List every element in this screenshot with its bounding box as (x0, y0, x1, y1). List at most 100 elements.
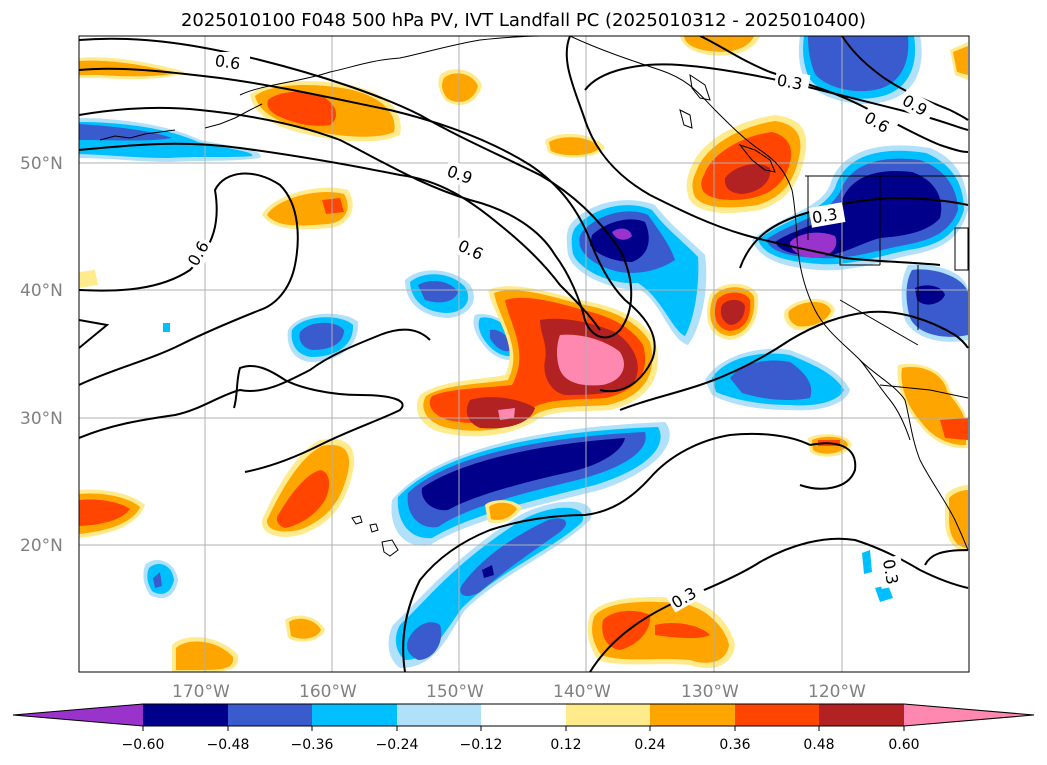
pos-52n-160w (267, 91, 337, 126)
border-state (839, 240, 880, 266)
contour-label: 0.3 (879, 558, 902, 586)
pos-central (557, 334, 624, 386)
pv-contour-line (619, 310, 969, 411)
pv-contour-line (233, 364, 404, 473)
neg-small (875, 585, 893, 602)
island-bc (689, 73, 711, 101)
colorbar-segment (312, 704, 397, 726)
colorbar-segment (143, 704, 228, 726)
pv-contour-line (79, 328, 431, 439)
lat-label: 40°N (20, 281, 63, 301)
pv-contour-line (79, 67, 656, 393)
neg-40n-150w (490, 329, 512, 352)
border-state (839, 299, 919, 346)
colorbar-segment (566, 704, 650, 726)
pv-contour-line (924, 549, 969, 566)
colorbar-tick: 0.48 (803, 737, 834, 753)
pos-15n-130w (602, 610, 651, 650)
pv-contour-line (79, 172, 299, 386)
pv-contour-line (79, 37, 633, 339)
pos-central (498, 408, 515, 420)
pos-small (489, 502, 517, 520)
colorbar-segment (650, 704, 735, 726)
colorbar-segment (397, 704, 481, 726)
colorbar-segment (13, 704, 143, 726)
neg-northeast (790, 232, 837, 258)
pv-contour-line (799, 442, 857, 490)
coastlines (99, 36, 969, 557)
neg-band-south (482, 565, 494, 578)
contour-label: 0.3 (775, 71, 803, 94)
coastline-baja (859, 359, 911, 441)
pv-contour-line (79, 319, 110, 349)
coastline-alaska (99, 129, 176, 141)
island-hawaii (369, 523, 379, 533)
colorbar-tick: 0.12 (550, 737, 581, 753)
pos-small (289, 618, 321, 639)
graticule (79, 36, 969, 672)
border-state (954, 227, 969, 271)
island-hawaii (381, 539, 399, 557)
neg-small (862, 550, 872, 574)
colorbar-segment (228, 704, 312, 726)
lat-label: 20°N (20, 536, 63, 556)
coastline-alaska-se (569, 36, 969, 551)
neg-north-central (612, 228, 632, 240)
neg-band-central (421, 438, 625, 511)
political-borders (805, 175, 969, 399)
contour-label: 0.3 (811, 204, 839, 227)
filled-anomaly-layer (79, 36, 968, 672)
pos-small (442, 73, 478, 102)
lon-label: 150°W (426, 682, 484, 702)
latitude-labels: 50°N 40°N 30°N 20°N (20, 154, 63, 556)
lat-label: 50°N (20, 154, 63, 174)
pos-small (949, 490, 968, 548)
colorbar-tick: 0.36 (719, 737, 750, 753)
neg-small (163, 323, 170, 332)
pv-contour-line (589, 537, 969, 672)
pos-small (953, 46, 968, 75)
colorbar-tick: 0.60 (888, 737, 919, 753)
contour-labels: 0.6 0.9 0.6 0.6 0.3 0.6 0.9 0.3 0.3 0.3 (180, 51, 937, 613)
neg-band-south (406, 622, 442, 660)
pv-contour-line (79, 142, 601, 331)
border-us-mexico (879, 384, 969, 399)
pos-47n-130w (724, 164, 771, 194)
island-haida (679, 109, 693, 129)
colorbar-tick: −0.48 (207, 737, 250, 753)
island-hawaii (351, 515, 363, 525)
pos-26n-162w (276, 470, 330, 528)
lat-label: 30°N (20, 409, 63, 429)
pos-37n-125w (788, 302, 831, 327)
pos-small (684, 36, 754, 52)
pv-contour-line (565, 36, 941, 266)
longitude-labels: 170°W 160°W 150°W 140°W 130°W 120°W (172, 682, 866, 702)
colorbar: −0.60 −0.48 −0.36 −0.24 −0.12 0.12 0.24 … (12, 703, 1035, 753)
contour-label: 0.6 (214, 51, 242, 73)
pos-23n-178w (79, 499, 130, 526)
pv-contour-line (699, 36, 969, 153)
pos-small (940, 418, 968, 440)
pos-46n-160w (322, 198, 344, 214)
colorbar-segment (904, 704, 1034, 726)
colorbar-tick: −0.60 (122, 737, 165, 753)
colorbar-segment (819, 704, 904, 726)
map-title: 2025010100 F048 500 hPa PV, IVT Landfall… (180, 10, 867, 31)
lon-label: 160°W (299, 682, 357, 702)
pos-38n-135w (720, 299, 745, 325)
colorbar-tick: −0.36 (291, 737, 334, 753)
pos-small (79, 270, 98, 288)
colorbar-tick: 0.24 (634, 737, 665, 753)
pos-small (549, 137, 600, 156)
lon-label: 120°W (808, 682, 866, 702)
neg-40n-150w (418, 280, 458, 303)
colorbar-segment (481, 704, 566, 726)
coastline-alaska (239, 36, 541, 96)
neg-35n-160w (299, 322, 344, 350)
colorbar-tick: −0.12 (460, 737, 503, 753)
lon-label: 130°W (681, 682, 739, 702)
pv-contour-line (402, 432, 811, 672)
neg-nw (79, 124, 172, 141)
colorbar-segment (735, 704, 819, 726)
island-vancouver (738, 143, 776, 173)
